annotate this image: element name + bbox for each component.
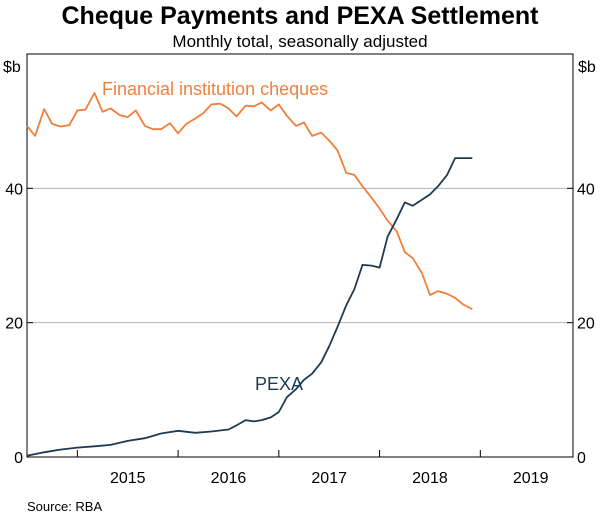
y-tick-left-label: 0 xyxy=(14,450,23,467)
x-tick-label-2015: 2015 xyxy=(110,470,146,487)
series-layer xyxy=(26,92,473,457)
source-note: Source: RBA xyxy=(27,499,102,514)
chart-title: Cheque Payments and PEXA Settlement xyxy=(62,2,540,30)
x-tick-label-2019: 2019 xyxy=(513,470,549,487)
y-tick-right-label: 0 xyxy=(577,450,586,467)
chart-subtitle: Monthly total, seasonally adjusted xyxy=(172,32,427,51)
financial-institution-cheques-line xyxy=(26,92,473,310)
pexa-line xyxy=(26,157,473,457)
y-tick-right-label: 20 xyxy=(577,316,595,333)
plot-frame xyxy=(26,53,574,458)
cheques-series-label: Financial institution cheques xyxy=(102,79,328,99)
x-tick-label-2018: 2018 xyxy=(412,470,448,487)
gridlines xyxy=(27,187,573,324)
x-axis: 2015 2016 2017 2018 2019 xyxy=(76,450,549,487)
y-tick-left-label: 20 xyxy=(5,316,23,333)
x-tick-label-2016: 2016 xyxy=(211,470,247,487)
y-tick-right-label: 40 xyxy=(577,181,595,198)
right-unit-label: $b xyxy=(578,59,596,76)
y-axis-right: 0 20 40 xyxy=(567,181,595,467)
y-axis-left: 0 20 40 xyxy=(5,181,33,467)
y-tick-left-label: 40 xyxy=(5,181,23,198)
pexa-series-label: PEXA xyxy=(255,374,303,394)
x-tick-label-2017: 2017 xyxy=(311,470,347,487)
left-unit-label: $b xyxy=(3,59,21,76)
